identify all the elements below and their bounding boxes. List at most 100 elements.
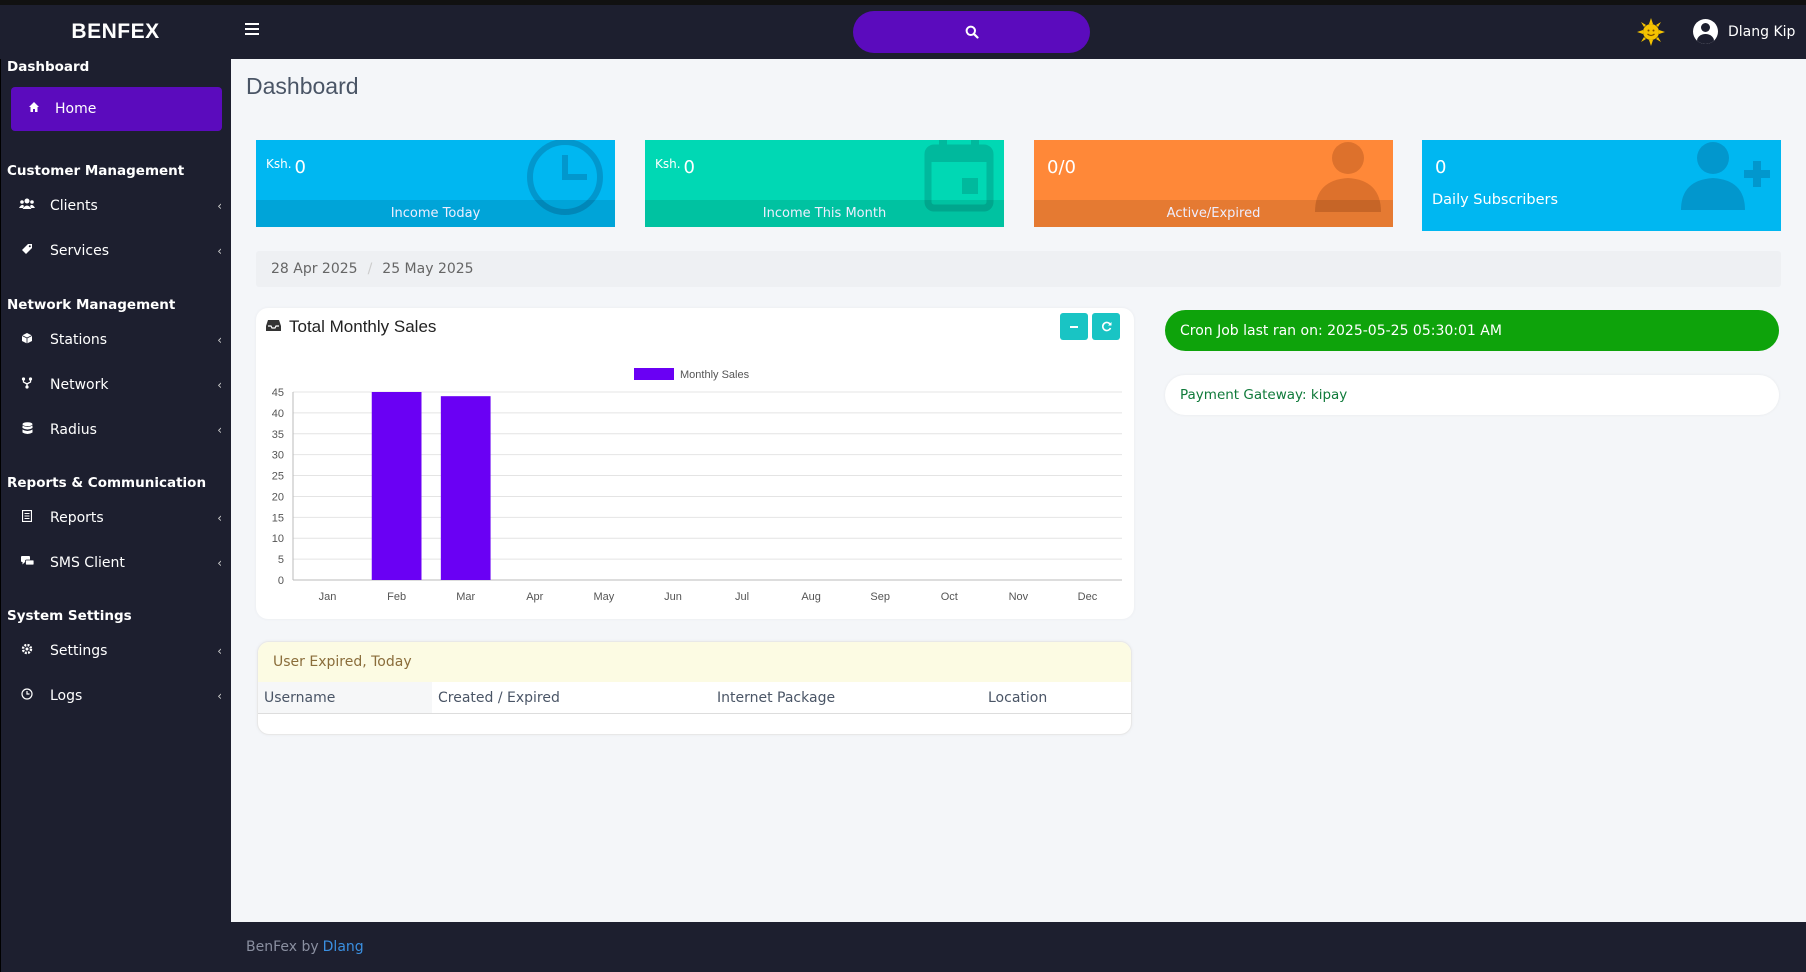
- bar: [371, 392, 422, 580]
- page-title: Dashboard: [246, 73, 359, 99]
- chevron-left-icon: ‹: [217, 199, 222, 213]
- sidebar-section-network-management: Network Management: [7, 297, 176, 313]
- tile-value: 0: [1435, 157, 1447, 178]
- expired-users-table-header: Username Created / Expired Internet Pack…: [258, 682, 1131, 714]
- chevron-left-icon: ‹: [217, 556, 222, 570]
- sidebar-item-services[interactable]: Services ‹: [11, 231, 222, 271]
- y-tick-label: 10: [272, 533, 284, 545]
- card-title: Total Monthly Sales: [266, 317, 436, 337]
- inbox-icon: [266, 317, 281, 337]
- tile-label: Income Today: [256, 200, 615, 227]
- x-tick-label: May: [593, 591, 614, 603]
- chevron-left-icon: ‹: [217, 333, 222, 347]
- cron-status-banner: Cron Job last ran on: 2025-05-25 05:30:0…: [1165, 310, 1779, 351]
- search-icon: [965, 25, 979, 39]
- column-header-internet-package[interactable]: Internet Package: [717, 689, 836, 706]
- x-tick-label: Jun: [664, 591, 682, 603]
- column-header-created-expired[interactable]: Created / Expired: [438, 689, 560, 706]
- x-tick-label: Feb: [387, 591, 406, 603]
- user-menu[interactable]: Dlang Kip: [1693, 19, 1795, 44]
- sidebar-item-logs[interactable]: Logs ‹: [11, 676, 222, 716]
- chat-icon: [16, 555, 38, 571]
- y-tick-label: 35: [272, 429, 284, 441]
- collapse-button[interactable]: [1060, 313, 1088, 340]
- sidebar-section-customer-management: Customer Management: [7, 163, 185, 179]
- footer: BenFex by Dlang: [231, 922, 1806, 972]
- legend-swatch: [634, 368, 674, 380]
- y-tick-label: 15: [272, 512, 284, 524]
- tile-value: 0/0: [1047, 157, 1076, 178]
- sidebar-item-network[interactable]: Network ‹: [11, 365, 222, 405]
- sidebar-item-radius[interactable]: Radius ‹: [11, 410, 222, 450]
- sidebar-item-clients[interactable]: Clients ‹: [11, 186, 222, 226]
- chevron-left-icon: ‹: [217, 423, 222, 437]
- breadcrumb-separator: /: [367, 261, 373, 277]
- sidebar-item-label: Radius: [50, 422, 97, 438]
- search-button[interactable]: [853, 11, 1090, 53]
- x-tick-label: Mar: [456, 591, 475, 603]
- sidebar: Dashboard Home Customer Management Clien…: [0, 59, 231, 972]
- footer-text: BenFex by: [246, 939, 319, 955]
- sidebar-item-settings[interactable]: Settings ‹: [11, 631, 222, 671]
- sidebar-item-stations[interactable]: Stations ‹: [11, 320, 222, 360]
- sidebar-item-label: Logs: [50, 688, 83, 704]
- x-tick-label: Oct: [941, 591, 958, 603]
- cube-icon: [16, 332, 38, 348]
- sidebar-item-home[interactable]: Home: [11, 87, 222, 131]
- tile-value: Ksh. 0: [266, 157, 306, 178]
- footer-author-link[interactable]: Dlang: [322, 939, 364, 955]
- user-icon: [1315, 142, 1381, 212]
- monthly-sales-chart: 0 5 10 15 20 25 30 35 40 45 Jan Feb Mar Apr May Jun Jul A…: [272, 368, 1122, 603]
- tag-icon: [16, 243, 38, 259]
- y-tick-label: 25: [272, 471, 284, 483]
- tile-value: Ksh. 0: [655, 157, 695, 178]
- minus-icon: [1070, 325, 1078, 328]
- income-month-tile[interactable]: Ksh. 0 Income This Month: [645, 140, 1004, 227]
- sidebar-section-system-settings: System Settings: [7, 608, 132, 624]
- active-expired-tile[interactable]: 0/0 Active/Expired: [1034, 140, 1393, 227]
- sidebar-item-label: Services: [50, 243, 110, 259]
- theme-toggle-sun-icon[interactable]: [1636, 17, 1666, 54]
- sidebar-item-reports[interactable]: Reports ‹: [11, 498, 222, 538]
- y-tick-label: 30: [272, 450, 284, 462]
- clock-icon: [527, 140, 603, 215]
- tile-label: Active/Expired: [1034, 200, 1393, 227]
- date-range-end[interactable]: 25 May 2025: [382, 261, 474, 277]
- user-avatar-icon: [1693, 19, 1718, 44]
- brand-logo[interactable]: BENFEX: [71, 20, 160, 43]
- x-tick-label: Nov: [1009, 591, 1029, 603]
- chevron-left-icon: ‹: [217, 244, 222, 258]
- date-range-start[interactable]: 28 Apr 2025: [271, 261, 358, 277]
- monthly-sales-card: Total Monthly Sales 0 5 10 15 20 25 30 35 40 45 Ja…: [256, 308, 1134, 619]
- x-tick-label: Jan: [319, 591, 337, 603]
- sidebar-section-dashboard: Dashboard: [7, 59, 90, 75]
- y-tick-label: 0: [278, 575, 284, 587]
- menu-toggle-icon[interactable]: [245, 23, 259, 37]
- x-tick-label: Apr: [526, 591, 543, 603]
- user-name: Dlang Kip: [1728, 23, 1796, 40]
- column-header-username[interactable]: Username: [258, 682, 432, 713]
- sidebar-item-sms-client[interactable]: SMS Client ‹: [11, 543, 222, 583]
- y-tick-label: 5: [278, 554, 284, 566]
- y-tick-label: 20: [272, 491, 284, 503]
- payment-gateway-info: Payment Gateway: kipay: [1165, 375, 1779, 415]
- y-tick-label: 40: [272, 408, 284, 420]
- sidebar-item-label: Network: [50, 377, 109, 393]
- chevron-left-icon: ‹: [217, 689, 222, 703]
- chevron-left-icon: ‹: [217, 511, 222, 525]
- chevron-left-icon: ‹: [217, 378, 222, 392]
- refresh-button[interactable]: [1092, 313, 1120, 340]
- user-plus-icon: [1681, 142, 1770, 210]
- calendar-icon: [924, 140, 994, 212]
- income-today-tile[interactable]: Ksh. 0 Income Today: [256, 140, 615, 227]
- bar: [440, 396, 491, 580]
- x-tick-label: Aug: [801, 591, 821, 603]
- top-navbar: BENFEX Dlang Kip: [0, 0, 1806, 59]
- sidebar-item-label: Settings: [50, 643, 108, 659]
- refresh-icon: [1101, 321, 1111, 332]
- home-icon: [23, 101, 45, 117]
- column-header-location[interactable]: Location: [988, 689, 1048, 706]
- database-icon: [16, 421, 38, 439]
- date-range-breadcrumb: 28 Apr 2025 / 25 May 2025: [256, 251, 1781, 287]
- daily-subscribers-tile[interactable]: 0 Daily Subscribers: [1422, 140, 1781, 231]
